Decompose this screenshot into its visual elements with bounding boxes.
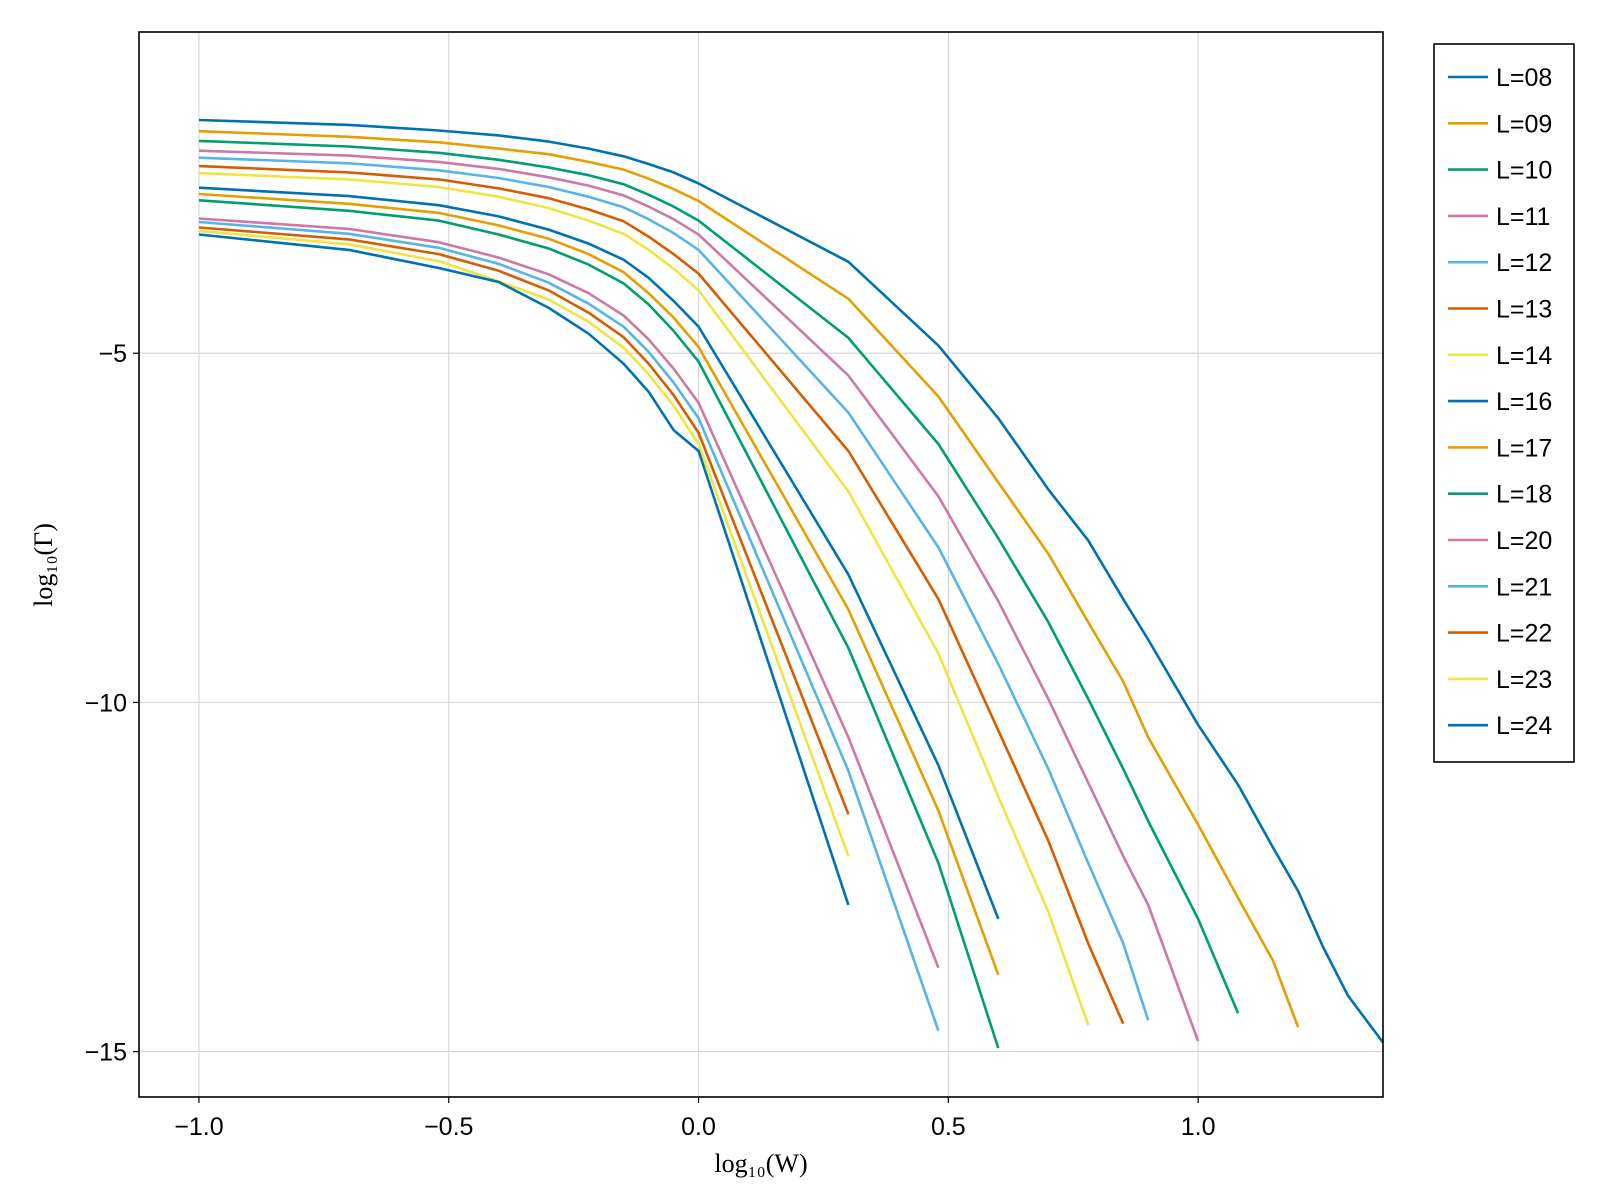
series-line-L=18: [198, 199, 1000, 1049]
legend-label: L=12: [1496, 249, 1552, 277]
y-axis-ticks: −5 −10 −15: [85, 340, 139, 1067]
series-line-L=12: [198, 156, 1150, 1021]
x-axis-ticks: −1.0 −0.5 0.0 0.5 1.0: [174, 1097, 1216, 1141]
series-line-L=09: [198, 129, 1300, 1028]
series-line-L=23: [198, 229, 850, 857]
series-line-L=21: [198, 220, 940, 1032]
series-line-L=24: [198, 233, 850, 906]
legend-label: L=08: [1496, 64, 1552, 92]
legend: L=08 L=09 L=10 L=11 L=12 L=13 L=14 L=16 L=17 L=18…: [1448, 64, 1552, 740]
x-axis-label: log₁₀(W): [714, 1149, 807, 1178]
x-tick-label: −1.0: [174, 1113, 223, 1141]
series-line-L=14: [198, 171, 1090, 1026]
series-line-L=08: [198, 118, 1385, 1044]
legend-label: L=09: [1496, 110, 1552, 138]
y-tick-label: −5: [98, 340, 127, 368]
legend-label: L=14: [1496, 342, 1552, 370]
series-line-L=17: [198, 192, 1000, 976]
legend-label: L=11: [1496, 203, 1550, 231]
series-layer: [198, 118, 1385, 1049]
legend-label: L=18: [1496, 481, 1552, 509]
series-line-L=22: [198, 226, 850, 815]
series-line-L=10: [198, 139, 1240, 1014]
x-tick-label: −0.5: [424, 1113, 473, 1141]
y-tick-label: −10: [85, 689, 127, 717]
legend-label: L=10: [1496, 157, 1552, 185]
series-line-L=11: [198, 149, 1200, 1042]
legend-label: L=17: [1496, 434, 1552, 462]
x-tick-label: 0.5: [931, 1113, 966, 1141]
x-tick-label: 0.0: [681, 1113, 716, 1141]
legend-box: [1433, 43, 1575, 763]
plot-frame: [138, 31, 1384, 1098]
legend-label: L=23: [1496, 666, 1552, 694]
series-line-L=13: [198, 164, 1125, 1025]
legend-label: L=21: [1496, 573, 1552, 601]
grid: [139, 32, 1383, 1097]
legend-label: L=16: [1496, 388, 1552, 416]
legend-label: L=13: [1496, 296, 1552, 324]
y-tick-label: −15: [85, 1039, 127, 1067]
legend-label: L=24: [1496, 712, 1552, 740]
x-tick-label: 1.0: [1181, 1113, 1216, 1141]
series-line-L=20: [198, 217, 940, 969]
legend-label: L=20: [1496, 527, 1552, 555]
y-axis-label: log₁₀(Γ): [29, 523, 58, 607]
legend-label: L=22: [1496, 620, 1552, 648]
series-line-L=16: [198, 186, 1000, 920]
